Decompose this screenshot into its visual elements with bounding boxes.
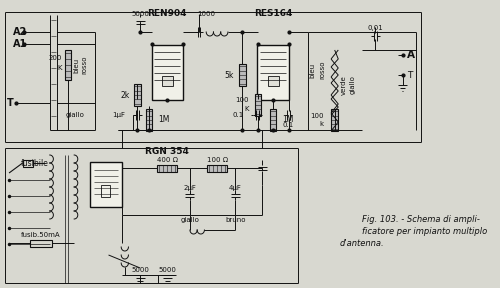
Bar [162,76,173,86]
Text: 2k: 2k [120,90,130,99]
Text: giallo: giallo [180,217,200,223]
Bar [207,164,227,171]
Text: 100: 100 [235,97,248,103]
Text: 2μF: 2μF [184,185,196,191]
Text: 5000: 5000 [132,267,149,273]
Bar [239,64,246,86]
Bar [134,84,140,106]
Text: Fig. 103. - Schema di ampli-: Fig. 103. - Schema di ampli- [362,215,480,225]
Text: 0.1: 0.1 [233,112,244,118]
Text: ficatore per impianto multiplo: ficatore per impianto multiplo [362,228,487,236]
Text: d'antenna.: d'antenna. [340,240,384,249]
Bar [64,50,71,80]
Bar [254,94,261,116]
Bar [30,240,52,247]
Text: 400 Ω: 400 Ω [157,157,178,163]
Text: 0.1: 0.1 [283,122,294,128]
Bar [268,76,278,86]
Bar [258,45,289,99]
Text: A2: A2 [12,27,27,37]
Text: 100
k: 100 k [310,113,324,126]
Text: RGN 354: RGN 354 [146,147,190,156]
Bar [270,109,276,131]
Text: rosso: rosso [81,56,87,74]
Text: 5000: 5000 [158,267,176,273]
Text: K: K [57,65,62,71]
Text: giallo: giallo [350,75,356,94]
Text: 5000: 5000 [132,11,149,17]
Text: 0,01: 0,01 [368,25,383,31]
Text: 200: 200 [48,55,62,61]
Text: 5k: 5k [224,71,234,79]
Bar [90,162,122,207]
Text: rosso: rosso [320,61,326,79]
Bar [158,164,178,171]
Text: REN904: REN904 [148,10,187,18]
Text: bruno: bruno [225,217,246,223]
Bar [22,160,34,167]
Text: bleu: bleu [309,62,315,77]
Text: T: T [7,98,14,108]
Text: 1M: 1M [158,115,170,124]
Text: T: T [407,71,412,79]
Text: bleu: bleu [73,57,79,73]
Text: verde: verde [340,75,346,95]
Text: 1M: 1M [282,115,294,124]
Text: fusibile: fusibile [20,158,48,168]
Bar [332,109,338,131]
Text: 100 Ω: 100 Ω [206,157,228,163]
Bar [146,109,152,131]
Text: A: A [407,50,415,60]
Text: A1: A1 [12,39,27,49]
Bar [102,185,110,197]
Text: 4μF: 4μF [228,185,241,191]
Text: fusib.50mA: fusib.50mA [21,232,60,238]
Text: 1000: 1000 [197,11,215,17]
Bar [152,45,183,99]
Text: 1μF: 1μF [112,112,125,118]
Text: giallo: giallo [66,112,84,118]
Text: RES164: RES164 [254,10,292,18]
Text: K: K [244,106,248,112]
